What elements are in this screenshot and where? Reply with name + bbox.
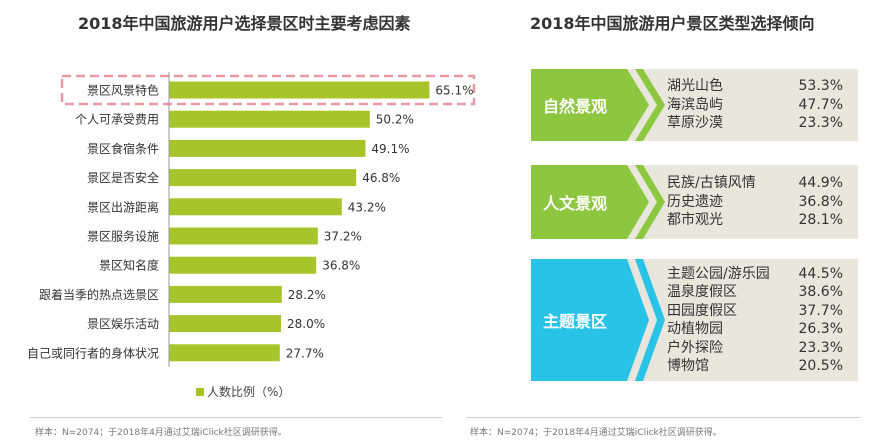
- value-label: 28.0%: [287, 317, 325, 331]
- panel-item: 历史遗迹 36.8%: [667, 193, 843, 212]
- bar: [169, 285, 282, 303]
- panel-cultural-scenery: 人文景观 民族/古镇风情 44.9% 历史遗迹 36.8% 都市观光 28.1%: [531, 165, 858, 239]
- item-percent: 44.5%: [798, 265, 843, 282]
- item-name: 海滨岛屿: [667, 96, 723, 113]
- value-label: 37.2%: [324, 230, 362, 244]
- panel-items: 民族/古镇风情 44.9% 历史遗迹 36.8% 都市观光 28.1%: [667, 165, 843, 239]
- right-chart-title: 2018年中国旅游用户景区类型选择倾向: [530, 14, 815, 33]
- category-label: 景区服务设施: [87, 229, 159, 244]
- left-chart-title: 2018年中国旅游用户选择景区时主要考虑因素: [78, 14, 411, 33]
- panel-item: 温泉度假区 38.6%: [667, 283, 843, 302]
- footnote-left: 样本：N=2074；于2018年4月通过艾瑞iClick社区调研获得。: [35, 428, 287, 438]
- footnote-divider-left: [30, 417, 442, 418]
- panel-category-label: 人文景观: [543, 194, 608, 213]
- panel-category-label: 自然景观: [543, 97, 608, 116]
- bar: [169, 81, 430, 99]
- category-label: 景区风景特色: [87, 83, 159, 98]
- item-percent: 26.3%: [798, 321, 843, 337]
- panel-category-label: 主题景区: [543, 312, 608, 331]
- panel-item: 都市观光 28.1%: [667, 211, 843, 230]
- item-percent: 28.1%: [798, 212, 843, 229]
- panel-chevron: [531, 165, 665, 239]
- item-name: 历史遗迹: [667, 193, 723, 210]
- chevron-stripe: [635, 165, 665, 239]
- category-label: 个人可承受费用: [75, 113, 159, 127]
- legend-label: 人数比例（%）: [207, 385, 291, 399]
- footnote-right: 样本：N=2074；于2018年4月通过艾瑞iClick社区调研获得。: [470, 428, 722, 438]
- highlight-frame: [60, 74, 476, 106]
- item-name: 动植物园: [667, 321, 723, 337]
- chevron-stripe: [635, 69, 665, 141]
- item-name: 户外探险: [667, 339, 723, 356]
- bar: [169, 344, 280, 362]
- category-label: 景区是否安全: [87, 170, 159, 185]
- panel-item: 户外探险 23.3%: [667, 339, 843, 358]
- item-name: 博物馆: [667, 358, 709, 374]
- item-percent: 53.3%: [798, 78, 843, 95]
- chevron-block: [531, 165, 649, 239]
- category-label: 景区娱乐活动: [87, 317, 159, 331]
- panel-theme-scenery: 主题景区 主题公园/游乐园 44.5% 温泉度假区 38.6% 田园度假区 37.7%…: [531, 259, 858, 381]
- panel-item: 草原沙漠 23.3%: [667, 114, 843, 133]
- item-name: 都市观光: [667, 212, 723, 229]
- value-label: 36.8%: [322, 259, 360, 273]
- item-percent: 38.6%: [798, 284, 843, 300]
- item-percent: 36.8%: [798, 193, 843, 210]
- item-percent: 47.7%: [798, 96, 843, 113]
- chevron-block: [531, 69, 649, 141]
- item-name: 温泉度假区: [667, 284, 737, 300]
- panel-chevron: [531, 259, 665, 381]
- category-label: 跟着当季的热点选景区: [39, 287, 159, 302]
- category-label: 景区出游距离: [87, 199, 159, 214]
- bar: [169, 315, 281, 333]
- bar: [169, 110, 370, 128]
- panel-items: 主题公园/游乐园 44.5% 温泉度假区 38.6% 田园度假区 37.7% 动植物园…: [667, 259, 843, 381]
- panel-item: 湖光山色 53.3%: [667, 77, 843, 96]
- panel-item: 田园度假区 37.7%: [667, 302, 843, 321]
- chart-legend: 人数比例（%）: [196, 383, 290, 400]
- item-name: 主题公园/游乐园: [667, 265, 770, 282]
- category-label: 自己或同行者的身体状况: [27, 345, 159, 360]
- legend-swatch: [196, 387, 204, 396]
- value-label: 27.7%: [286, 346, 324, 360]
- item-name: 草原沙漠: [667, 115, 723, 132]
- item-percent: 23.3%: [798, 339, 843, 356]
- panel-items: 湖光山色 53.3% 海滨岛屿 47.7% 草原沙漠 23.3%: [667, 69, 843, 141]
- chevron-block: [531, 259, 649, 381]
- category-label: 景区食宿条件: [87, 141, 159, 156]
- item-name: 田园度假区: [667, 302, 737, 319]
- chevron-stripe: [635, 259, 665, 381]
- value-label: 65.1%: [435, 84, 473, 98]
- panel-natural-scenery: 自然景观 湖光山色 53.3% 海滨岛屿 47.7% 草原沙漠 23.3%: [531, 69, 858, 141]
- item-percent: 37.7%: [798, 302, 843, 319]
- bar: [169, 256, 317, 274]
- value-label: 28.2%: [288, 288, 326, 302]
- panel-item: 海滨岛屿 47.7%: [667, 96, 843, 115]
- item-percent: 23.3%: [798, 115, 843, 132]
- category-label: 景区知名度: [99, 258, 159, 273]
- factors-bar-chart: 景区风景特色 65.1% 个人可承受费用 50.2% 景区食宿条件 49.1% 景区是否安全…: [27, 72, 476, 367]
- value-label: 43.2%: [348, 200, 386, 214]
- panel-chevron: [531, 69, 665, 141]
- value-label: 46.8%: [362, 171, 400, 185]
- item-name: 民族/古镇风情: [667, 175, 756, 192]
- panel-item: 主题公园/游乐园 44.5%: [667, 265, 843, 284]
- panel-item: 民族/古镇风情 44.9%: [667, 174, 843, 193]
- bar: [169, 169, 357, 187]
- item-percent: 20.5%: [798, 358, 843, 374]
- bar: [169, 198, 342, 216]
- panel-item: 博物馆 20.5%: [667, 357, 843, 376]
- value-label: 49.1%: [371, 142, 409, 156]
- bar: [169, 227, 318, 245]
- item-name: 湖光山色: [667, 78, 723, 95]
- item-percent: 44.9%: [798, 175, 843, 192]
- value-label: 50.2%: [376, 113, 414, 127]
- bar: [169, 139, 366, 157]
- footnote-divider-right: [466, 417, 860, 418]
- panel-item: 动植物园 26.3%: [667, 320, 843, 339]
